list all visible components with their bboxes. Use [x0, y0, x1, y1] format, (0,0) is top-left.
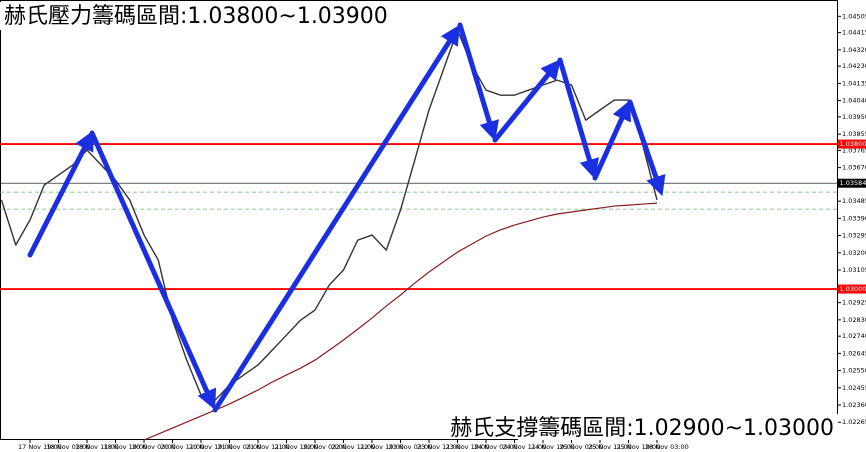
x-tick-label: 22 Nov 03:00 — [303, 443, 347, 451]
x-tick-label: 21 Nov 03:00 — [218, 443, 262, 451]
y-tick-label: 1.03295 — [842, 232, 866, 240]
y-tick-label: 1.02740 — [842, 332, 866, 340]
y-tick-label: 1.04320 — [842, 46, 866, 54]
y-tick-label: 1.04415 — [842, 29, 866, 37]
arrow — [592, 100, 631, 181]
plot-frame — [0, 0, 838, 440]
y-tick-label: 1.04230 — [842, 62, 866, 70]
x-tick-label: 23 Nov 19:00 — [446, 443, 490, 451]
y-tick-label: 1.03950 — [842, 113, 866, 121]
y-tick-label: 1.02550 — [842, 367, 866, 375]
y-tick-label: 1.02830 — [842, 316, 866, 324]
arrow — [89, 130, 217, 410]
x-tick-label: 22 Nov 19:00 — [360, 443, 404, 451]
annotation-bg — [518, 414, 838, 444]
level-label: 1.03000 — [840, 285, 866, 293]
x-tick-label: 17 Nov 19:00 — [18, 443, 62, 451]
arrow — [212, 24, 461, 413]
x-tick-label: 28 Nov 03:00 — [645, 443, 689, 451]
x-tick-label: 24 Nov 19:00 — [531, 443, 575, 451]
arrow — [627, 99, 666, 197]
x-tick-label: 20 Nov 11:00 — [161, 443, 205, 451]
level-label-bg — [838, 139, 866, 149]
level-label: 1.03584 — [840, 179, 866, 187]
x-tick-label: 18 Nov 19:00 — [104, 443, 148, 451]
y-tick-label: 1.04505 — [842, 12, 866, 20]
x-tick-label: 25 Nov 11:00 — [588, 443, 632, 451]
x-tick-label: 25 Nov 03:00 — [560, 443, 604, 451]
level-label: 1.03800 — [840, 140, 866, 148]
y-tick-label: 1.03670 — [842, 164, 866, 172]
x-tick-label: 23 Nov 11:00 — [417, 443, 461, 451]
x-tick-label: 20 Nov 03:00 — [132, 443, 176, 451]
y-tick-label: 1.03105 — [842, 266, 866, 274]
y-tick-label: 1.03765 — [842, 146, 866, 154]
support-annotation: 赫氏支撐籌碼區間:1.02900~1.03000 — [450, 416, 834, 441]
x-tick-label: 24 Nov 03:00 — [474, 443, 518, 451]
y-tick-label: 1.04135 — [842, 79, 866, 87]
level-label-bg — [838, 284, 866, 294]
x-tick-label: 23 Nov 03:00 — [389, 443, 433, 451]
x-tick-label: 18 Nov 11:00 — [75, 443, 119, 451]
y-tick-label: 1.03855 — [842, 130, 866, 138]
trend-arrows — [27, 22, 666, 413]
price-line — [143, 202, 658, 441]
arrow — [492, 59, 561, 143]
arrow — [27, 130, 94, 258]
annotation-bg — [0, 2, 410, 30]
arrow — [457, 22, 499, 142]
x-tick-label: 22 Nov 11:00 — [332, 443, 376, 451]
y-tick-label: 1.02645 — [842, 349, 866, 357]
y-tick-label: 1.02360 — [842, 401, 866, 409]
x-tick-label: 18 Nov 03:00 — [47, 443, 91, 451]
y-tick-label: 1.02455 — [842, 384, 866, 392]
resistance-annotation: 赫氏壓力籌碼區間:1.03800~1.03900 — [4, 4, 388, 29]
y-tick-label: 1.03485 — [842, 197, 866, 205]
x-tick-label: 24 Nov 11:00 — [503, 443, 547, 451]
y-tick-label: 1.02265 — [842, 418, 866, 426]
x-tick-label: 25 Nov 19:00 — [617, 443, 661, 451]
y-tick-label: 1.02925 — [842, 299, 866, 307]
y-tick-label: 1.03390 — [842, 214, 866, 222]
x-tick-label: 20 Nov 19:00 — [189, 443, 233, 451]
y-tick-label: 1.04040 — [842, 97, 866, 105]
x-tick-label: 21 Nov 19:00 — [275, 443, 319, 451]
arrow — [557, 57, 600, 180]
level-label-bg — [838, 178, 866, 188]
x-tick-label: 21 Nov 11:00 — [246, 443, 290, 451]
y-tick-label: 1.03200 — [842, 249, 866, 257]
